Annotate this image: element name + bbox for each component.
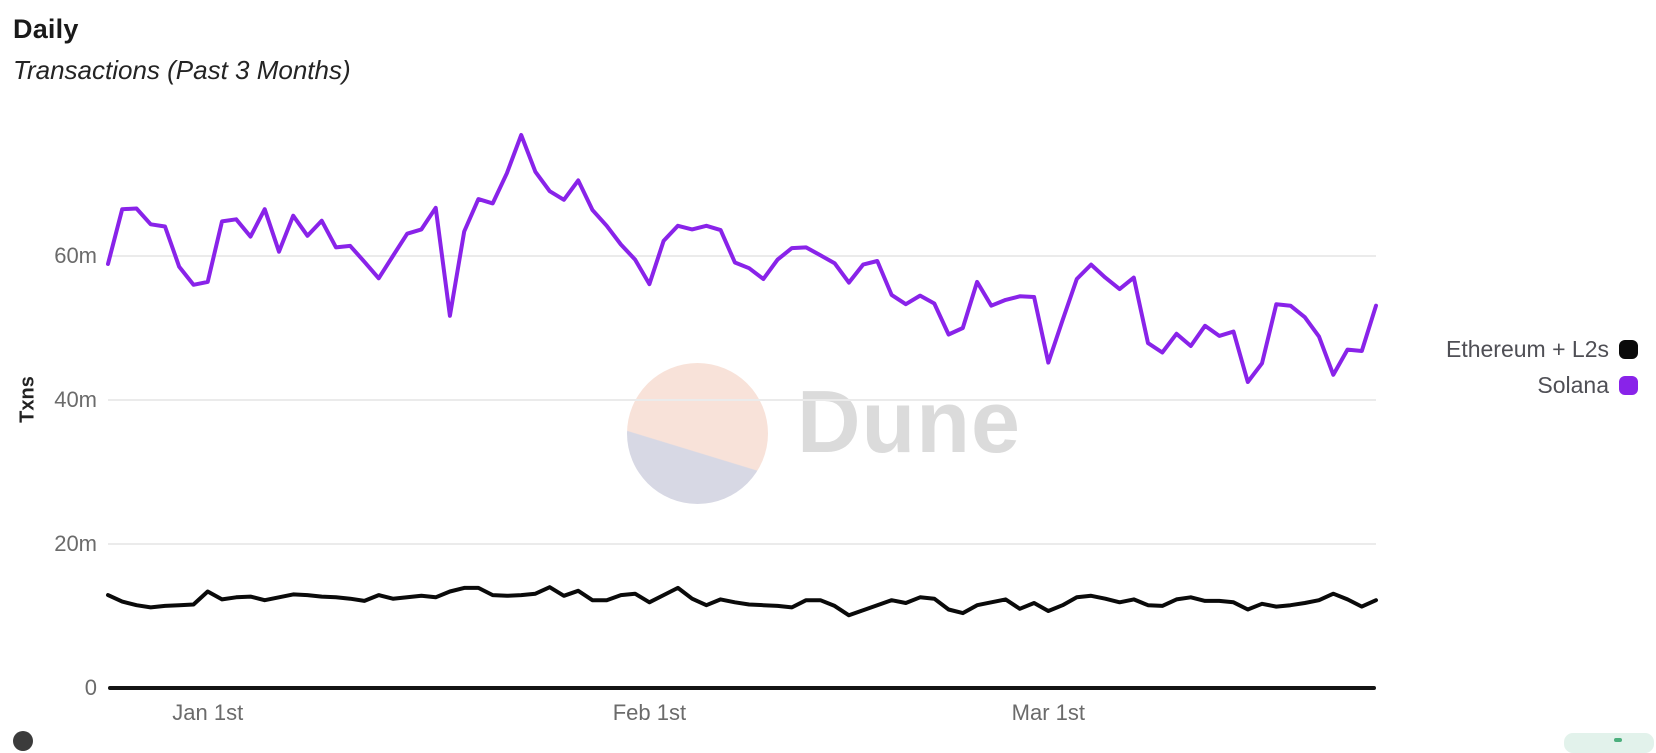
y-tick-40m: 40m <box>54 387 97 412</box>
cropped-button-glyph-icon <box>1614 738 1622 742</box>
x-axis-line <box>108 686 1376 690</box>
series-line-solana <box>106 133 1378 384</box>
series-line-ethereum-l2s <box>106 585 1378 618</box>
legend-item-solana[interactable]: Solana <box>1537 372 1638 399</box>
cropped-button[interactable] <box>1564 733 1654 753</box>
y-tick-60m: 60m <box>54 243 97 268</box>
y-tick-20m: 20m <box>54 531 97 556</box>
x-tick-feb-1st: Feb 1st <box>612 700 687 725</box>
x-tick-mar-1st: Mar 1st <box>1011 700 1085 725</box>
legend-swatch-ethereum-l2s <box>1619 340 1638 359</box>
chart-legend: Ethereum + L2s Solana <box>1446 336 1638 399</box>
y-tick-0: 0 <box>84 675 97 700</box>
cropped-logo-circle <box>13 731 33 751</box>
legend-item-ethereum-l2s[interactable]: Ethereum + L2s <box>1446 336 1638 363</box>
dune-watermark-icon <box>627 363 768 504</box>
x-tick-jan-1st: Jan 1st <box>172 700 244 725</box>
page-title: Daily <box>13 14 79 44</box>
legend-label-ethereum-l2s: Ethereum + L2s <box>1445 336 1609 362</box>
page-subtitle: Transactions (Past 3 Months) <box>13 55 351 85</box>
legend-swatch-solana <box>1619 376 1638 395</box>
dune-watermark-text: Dune <box>797 372 1021 471</box>
legend-label-solana: Solana <box>1537 372 1609 398</box>
